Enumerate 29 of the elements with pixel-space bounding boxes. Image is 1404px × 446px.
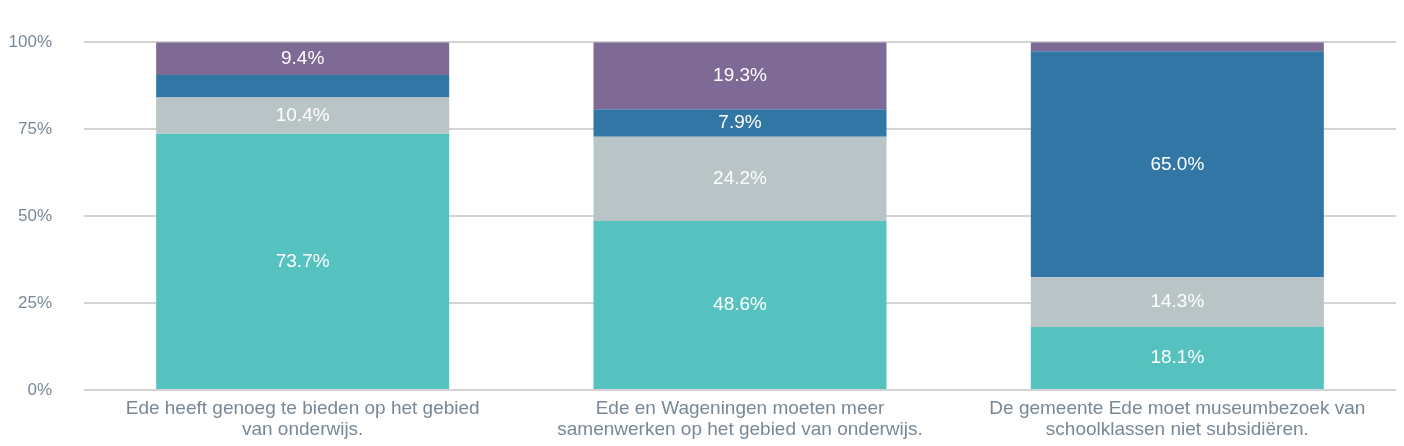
data-label: 14.3%: [1150, 290, 1205, 312]
data-label: 9.4%: [281, 46, 325, 68]
bar: [156, 74, 450, 98]
bar: [593, 136, 887, 221]
data-label: 19.3%: [713, 64, 768, 85]
bar: [593, 42, 887, 110]
x-tick-label: Ede en Wageningen moeten meer samenwerken op het gebied van onderwijs.: [557, 396, 923, 439]
bar: [156, 133, 450, 389]
bar: [593, 220, 887, 389]
bar: [156, 97, 450, 134]
y-tick-label: 100%: [8, 31, 52, 51]
data-label: 73.7%: [275, 249, 330, 271]
y-tick-label: 0%: [27, 379, 52, 399]
data-label: 7.9%: [718, 111, 762, 133]
data-label: 65.0%: [1150, 152, 1205, 174]
data-label: 48.6%: [713, 293, 768, 315]
x-tick-label: Ede heeft genoeg te bieden op het gebied van onderwijs.: [125, 396, 480, 439]
x-tick-label: De gemeente Ede moet museumbezoek van schoolklassen niet subsidiëren.: [989, 396, 1366, 439]
y-tick-label: 25%: [17, 292, 52, 312]
bar: [1030, 327, 1324, 389]
data-label: 10.4%: [275, 103, 330, 125]
y-tick-label: 75%: [17, 118, 52, 138]
data-label: 24.2%: [713, 167, 768, 189]
bar: [1030, 51, 1324, 278]
bar: [156, 42, 450, 75]
bar: [593, 109, 887, 137]
y-tick-label: 50%: [17, 205, 52, 225]
data-label: 18.1%: [1150, 346, 1205, 368]
bar: [1030, 277, 1324, 328]
